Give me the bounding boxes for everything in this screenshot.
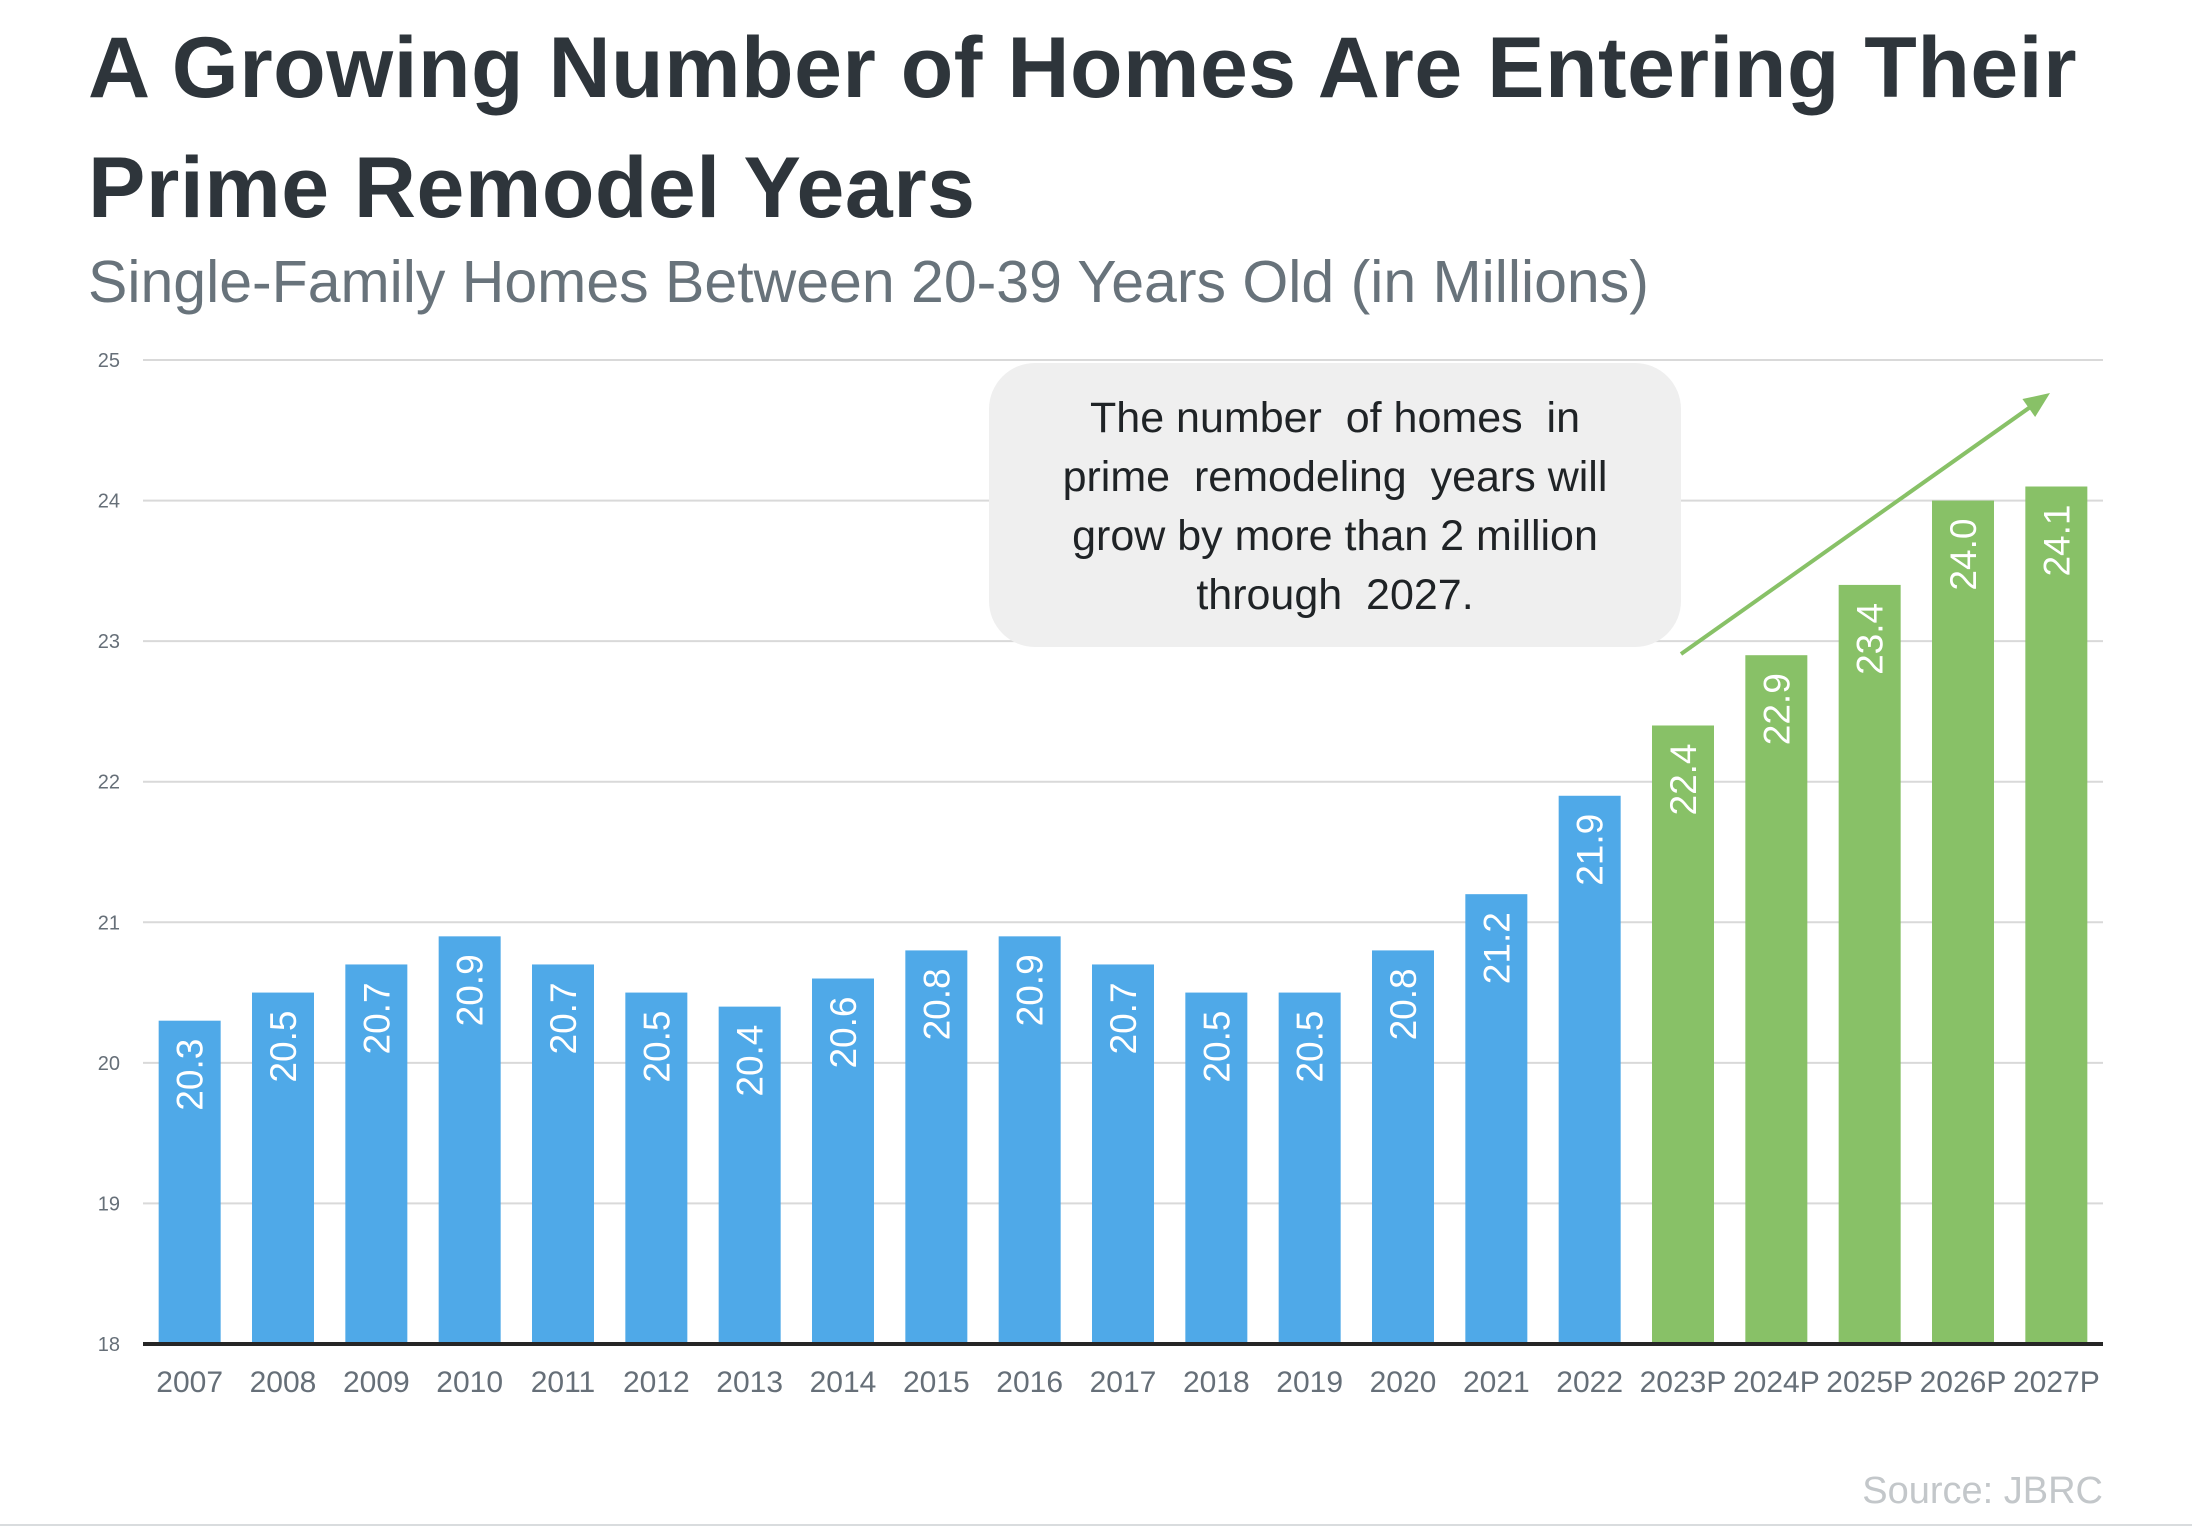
bar xyxy=(998,936,1061,1344)
annotation-box xyxy=(989,363,1681,647)
bar-value-label: 20.5 xyxy=(1290,1011,1331,1083)
bar-value-label: 20.8 xyxy=(916,968,957,1040)
x-tick-label: 2013 xyxy=(716,1366,783,1399)
x-tick-label: 2025P xyxy=(1826,1366,1913,1399)
y-tick-label: 23 xyxy=(98,631,120,653)
annotation-text-line: through 2027. xyxy=(1196,571,1473,619)
bar xyxy=(1465,894,1528,1344)
y-tick-label: 18 xyxy=(98,1334,120,1356)
bar-value-label: 20.3 xyxy=(170,1039,211,1111)
bar-value-label: 20.8 xyxy=(1383,968,1424,1040)
x-tick-label: 2018 xyxy=(1183,1366,1250,1399)
y-tick-label: 22 xyxy=(98,772,120,794)
bar xyxy=(1745,655,1808,1344)
x-tick-label: 2027P xyxy=(2013,1366,2100,1399)
x-tick-label: 2011 xyxy=(531,1366,596,1399)
x-tick-label: 2010 xyxy=(436,1366,503,1399)
bar-value-label: 20.7 xyxy=(1103,982,1144,1054)
bar xyxy=(1838,584,1901,1344)
bar-value-label: 22.4 xyxy=(1663,743,1704,815)
annotation-text-line: grow by more than 2 million xyxy=(1072,512,1598,560)
x-tick-label: 2012 xyxy=(623,1366,690,1399)
x-tick-label: 2016 xyxy=(996,1366,1063,1399)
bar-value-label: 20.4 xyxy=(730,1025,771,1097)
x-tick-label: 2009 xyxy=(343,1366,410,1399)
bar xyxy=(1652,725,1714,1344)
x-tick-label: 2015 xyxy=(903,1366,970,1399)
bar-value-label: 22.9 xyxy=(1756,673,1797,745)
y-tick-label: 21 xyxy=(98,912,120,934)
bar xyxy=(438,936,501,1344)
bar xyxy=(1372,950,1434,1344)
x-tick-label: 2022 xyxy=(1556,1366,1623,1399)
x-tick-label: 2024P xyxy=(1733,1366,1820,1399)
bar xyxy=(1932,500,1994,1345)
x-tick-label: 2023P xyxy=(1640,1366,1727,1399)
trend-arrow-head-icon xyxy=(2022,393,2050,417)
y-tick-label: 20 xyxy=(98,1053,120,1075)
x-tick-label: 2020 xyxy=(1370,1366,1437,1399)
bar xyxy=(252,992,314,1344)
bar xyxy=(158,1020,221,1344)
bar-value-label: 21.9 xyxy=(1570,814,1611,886)
x-tick-label: 2014 xyxy=(810,1366,877,1399)
source-note: Source: JBRC xyxy=(1862,1470,2103,1512)
x-tick-label: 2019 xyxy=(1276,1366,1343,1399)
bar xyxy=(532,964,594,1344)
bar xyxy=(1092,964,1154,1344)
bar-value-label: 20.7 xyxy=(356,982,397,1054)
x-tick-label: 2008 xyxy=(250,1366,317,1399)
bar-value-label: 20.9 xyxy=(1010,954,1051,1026)
bar-value-label: 20.5 xyxy=(1196,1011,1237,1083)
bar xyxy=(812,978,874,1344)
bar xyxy=(1278,992,1341,1344)
bar-value-label: 24.0 xyxy=(1943,519,1984,591)
bar-value-label: 20.9 xyxy=(450,954,491,1026)
trend-arrow-line xyxy=(1679,401,2038,656)
bar xyxy=(1558,795,1621,1344)
bar-value-label: 20.7 xyxy=(543,982,584,1054)
x-tick-label: 2026P xyxy=(1920,1366,2007,1399)
bar-value-label: 20.5 xyxy=(636,1011,677,1083)
y-tick-label: 19 xyxy=(98,1193,120,1215)
bar xyxy=(625,992,688,1344)
x-tick-label: 2021 xyxy=(1463,1366,1530,1399)
bar xyxy=(2025,486,2088,1344)
bar xyxy=(905,950,968,1344)
bar-value-label: 20.6 xyxy=(823,997,864,1069)
y-tick-label: 24 xyxy=(98,491,120,513)
bar-value-label: 21.2 xyxy=(1476,912,1517,984)
y-tick-label: 25 xyxy=(98,350,120,372)
chart-subtitle: Single-Family Homes Between 20-39 Years … xyxy=(88,249,1649,315)
x-tick-label: 2007 xyxy=(156,1366,223,1399)
bar xyxy=(345,964,408,1344)
bar xyxy=(718,1006,781,1344)
annotation-text-line: The number of homes in xyxy=(1090,394,1580,442)
bar-value-label: 23.4 xyxy=(1850,603,1891,675)
bar xyxy=(1185,992,1248,1344)
x-tick-label: 2017 xyxy=(1090,1366,1157,1399)
bar-value-label: 20.5 xyxy=(263,1011,304,1083)
chart-title: A Growing Number of Homes Are Entering T… xyxy=(88,20,2078,236)
annotation-text-line: prime remodeling years will xyxy=(1063,453,1608,501)
bar-value-label: 24.1 xyxy=(2036,505,2077,577)
bottom-divider xyxy=(0,1524,2192,1526)
